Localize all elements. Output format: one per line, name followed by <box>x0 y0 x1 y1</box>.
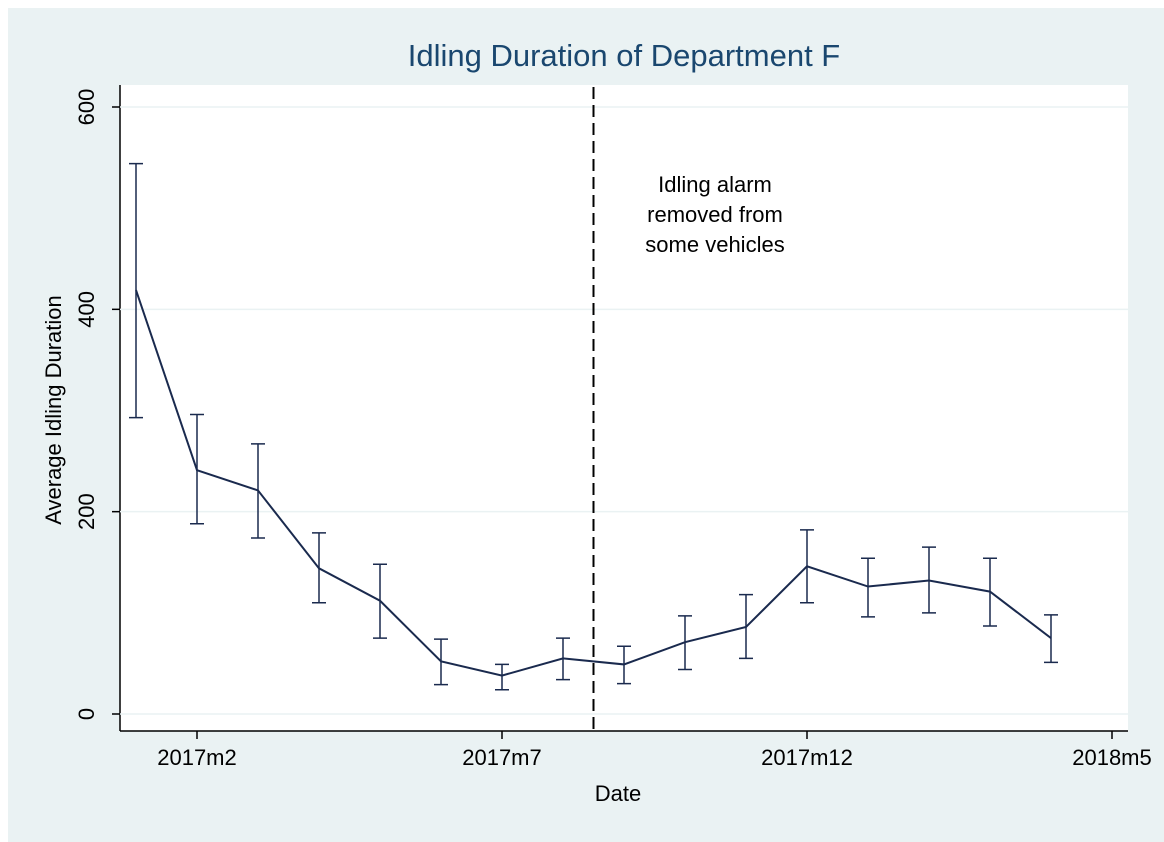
y-tick-label: 400 <box>74 291 99 328</box>
x-tick-label: 2018m5 <box>1072 745 1152 770</box>
plot-area <box>120 85 1128 731</box>
error-bar <box>861 557 875 618</box>
x-tick-label: 2017m12 <box>761 745 853 770</box>
y-tick-label: 600 <box>74 89 99 126</box>
y-tick-label: 0 <box>74 708 99 720</box>
annotation: Idling alarm <box>658 172 772 197</box>
error-bar <box>495 663 509 691</box>
y-tick-label: 200 <box>74 493 99 530</box>
y-axis-label: Average Idling Duration <box>41 295 66 525</box>
x-tick-label: 2017m2 <box>157 745 237 770</box>
data-line <box>135 289 1052 677</box>
error-bar <box>1044 614 1058 664</box>
x-axis-label: Date <box>595 781 641 806</box>
chart-title: Idling Duration of Department F <box>408 38 841 73</box>
annotation: removed from <box>647 202 783 227</box>
x-tick-label: 2017m7 <box>462 745 542 770</box>
annotation: some vehicles <box>645 232 784 257</box>
